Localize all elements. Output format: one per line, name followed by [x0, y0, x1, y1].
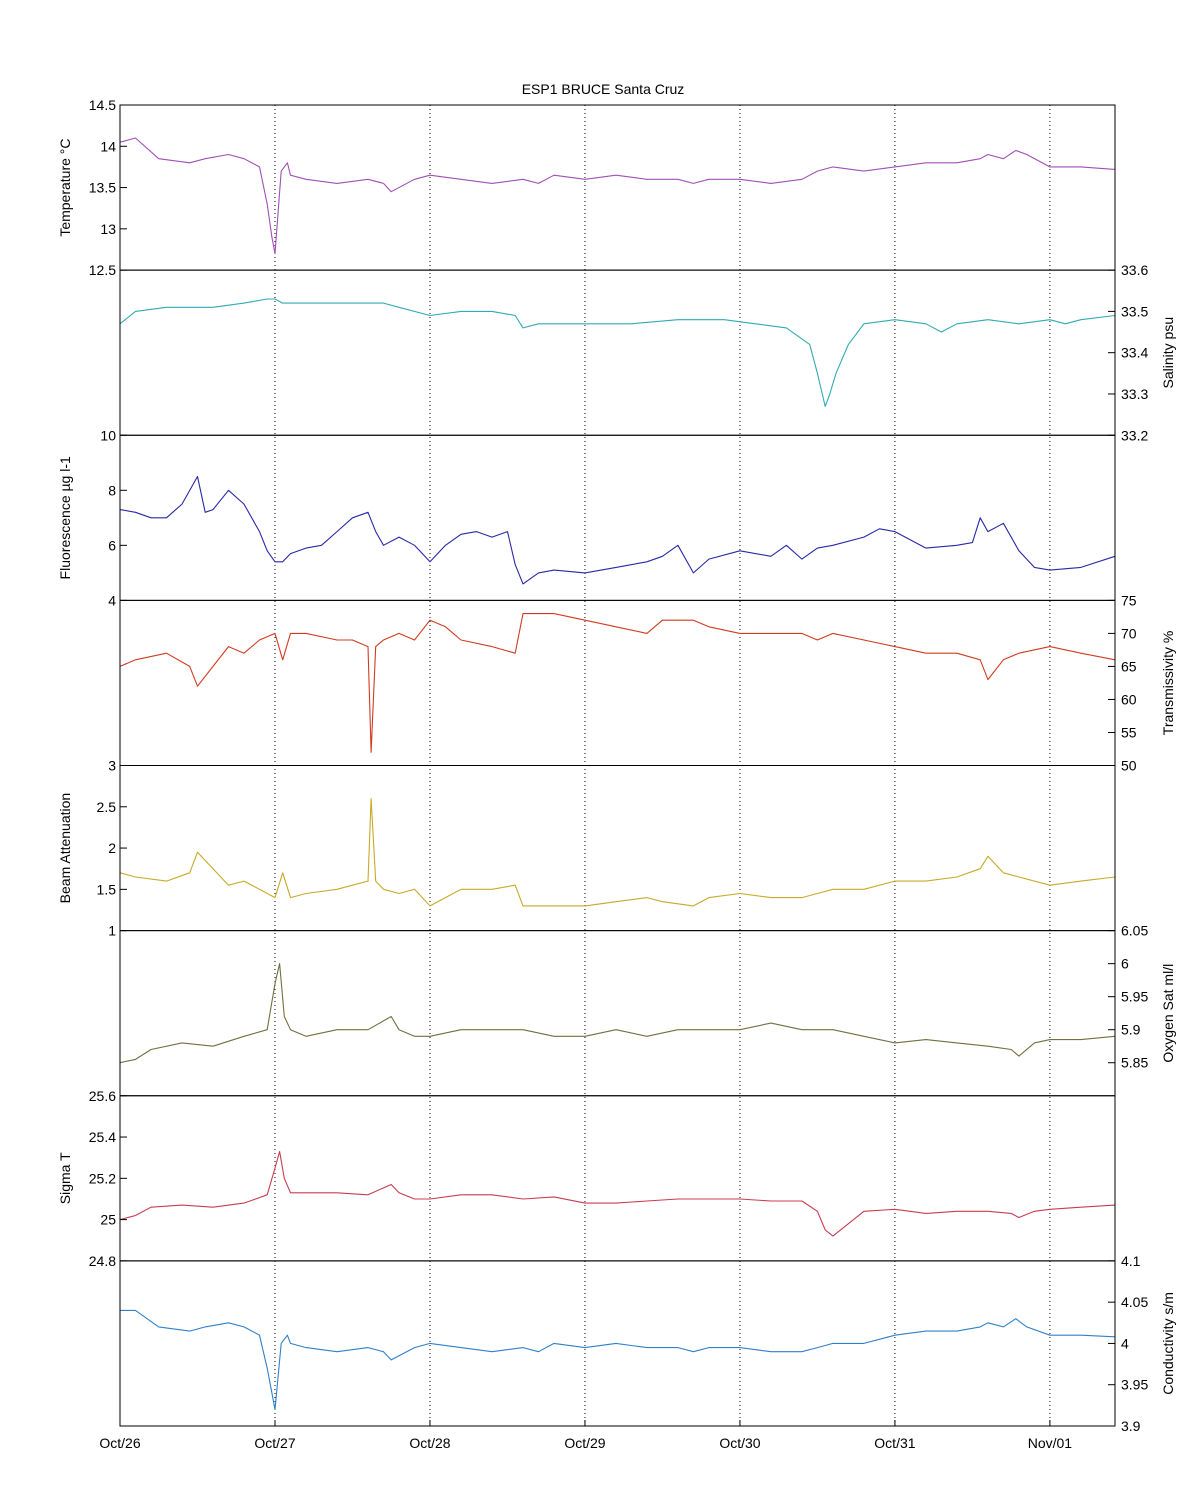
beam_attenuation-y-tick-label: 2.5: [97, 799, 117, 815]
beam_attenuation-series-line: [119, 797, 1116, 907]
transmissivity-y-axis-label: Transmissivity %: [1160, 631, 1176, 736]
conductivity-y-tick-label: 4.1: [1121, 1253, 1141, 1269]
salinity-y-tick-label: 33.3: [1121, 386, 1148, 402]
oxygen_sat-series-line: [119, 963, 1116, 1064]
beam_attenuation-y-tick-label: 3: [108, 758, 116, 774]
fluorescence-y-tick-label: 10: [100, 427, 116, 443]
fluorescence-panel-frame: [119, 434, 1116, 601]
oxygen_sat-y-axis-label: Oxygen Sat ml/l: [1160, 964, 1176, 1063]
transmissivity-series-line: [119, 613, 1116, 753]
conductivity-y-tick-label: 3.9: [1121, 1418, 1141, 1434]
temperature-y-tick-label: 13: [100, 221, 116, 237]
temperature-y-tick-label: 13.5: [89, 180, 116, 196]
sigma_t-panel-frame: [119, 1095, 1116, 1262]
sigma_t-y-tick-label: 25.2: [89, 1170, 116, 1186]
salinity-series-line: [119, 298, 1116, 407]
transmissivity-y-tick-label: 60: [1121, 691, 1137, 707]
temperature-panel-frame: [119, 104, 1116, 271]
beam_attenuation-y-tick-label: 1.5: [97, 881, 117, 897]
beam_attenuation-y-tick-label: 2: [108, 840, 116, 856]
salinity-y-tick-label: 33.6: [1121, 262, 1148, 278]
series-layer: [119, 137, 1116, 1411]
beam_attenuation-panel-frame: [119, 765, 1116, 932]
conductivity-y-tick-label: 3.95: [1121, 1377, 1148, 1393]
conductivity-series-line: [120, 1309, 1116, 1411]
transmissivity-y-tick-label: 50: [1121, 758, 1137, 774]
x-tick-label: Oct/26: [99, 1435, 140, 1451]
chart-title: ESP1 BRUCE Santa Cruz: [522, 81, 685, 97]
temperature-y-tick-label: 12.5: [89, 262, 116, 278]
fluorescence-y-tick-label: 8: [108, 482, 116, 498]
fluorescence-y-tick-label: 6: [108, 537, 116, 553]
oxygen_sat-y-tick-label: 5.9: [1121, 1022, 1141, 1038]
temperature-y-tick-label: 14.5: [89, 97, 116, 113]
transmissivity-y-tick-label: 70: [1121, 625, 1137, 641]
label-layer: Oct/26 Oct/27 Oct/28 Oct/29 Oct/30 Oct/31 Nov/…: [57, 97, 1176, 1451]
conductivity-y-tick-label: 4: [1121, 1335, 1129, 1351]
fluorescence-y-axis-label: Fluorescence µg l-1: [57, 456, 73, 579]
salinity-y-axis-label: Salinity psu: [1160, 317, 1176, 389]
sigma_t-y-tick-label: 24.8: [89, 1253, 116, 1269]
x-tick-label: Oct/28: [409, 1435, 450, 1451]
sigma_t-y-axis-label: Sigma T: [57, 1152, 73, 1204]
tick-layer: [119, 104, 1115, 1427]
transmissivity-y-tick-label: 75: [1121, 592, 1137, 608]
beam_attenuation-y-axis-label: Beam Attenuation: [57, 793, 73, 904]
oxygen_sat-y-tick-label: 5.85: [1121, 1055, 1148, 1071]
temperature-y-axis-label: Temperature °C: [57, 138, 73, 236]
x-tick-label: Nov/01: [1028, 1435, 1073, 1451]
transmissivity-panel-frame: [119, 599, 1116, 766]
conductivity-y-tick-label: 4.05: [1121, 1294, 1148, 1310]
x-tick-label: Oct/30: [719, 1435, 760, 1451]
oxygen_sat-y-tick-label: 6.05: [1121, 923, 1148, 939]
fluorescence-y-tick-label: 4: [108, 592, 116, 608]
oxygen_sat-y-tick-label: 6: [1121, 956, 1129, 972]
conductivity-y-axis-label: Conductivity s/m: [1160, 1292, 1176, 1395]
x-tick-label: Oct/31: [874, 1435, 915, 1451]
sigma_t-y-tick-label: 25.6: [89, 1088, 116, 1104]
sigma_t-y-tick-label: 25: [100, 1212, 116, 1228]
salinity-y-tick-label: 33.2: [1121, 427, 1148, 443]
salinity-panel-frame: [119, 269, 1116, 436]
x-tick-label: Oct/29: [564, 1435, 605, 1451]
beam_attenuation-y-tick-label: 1: [108, 923, 116, 939]
frame-layer: [119, 104, 1116, 1427]
salinity-y-tick-label: 33.4: [1121, 345, 1148, 361]
transmissivity-y-tick-label: 55: [1121, 724, 1137, 740]
oxygen_sat-y-tick-label: 5.95: [1121, 989, 1148, 1005]
temperature-series-line: [119, 137, 1116, 255]
salinity-y-tick-label: 33.5: [1121, 303, 1148, 319]
fluorescence-series-line: [119, 475, 1116, 585]
oxygen_sat-panel-frame: [119, 930, 1116, 1097]
temperature-y-tick-label: 14: [100, 138, 116, 154]
transmissivity-y-tick-label: 65: [1121, 658, 1137, 674]
sigma_t-series-line: [119, 1150, 1116, 1237]
sigma_t-y-tick-label: 25.4: [89, 1129, 116, 1145]
x-tick-label: Oct/27: [254, 1435, 295, 1451]
